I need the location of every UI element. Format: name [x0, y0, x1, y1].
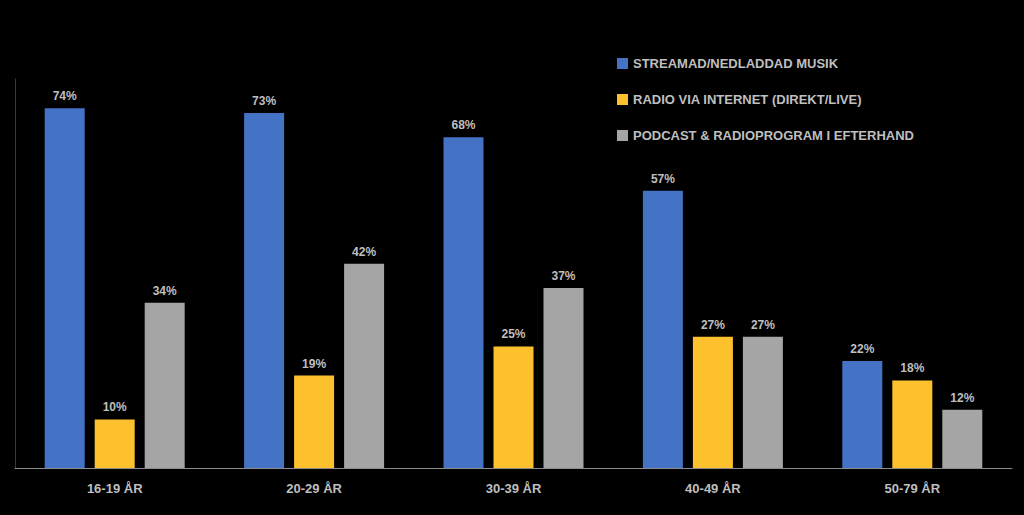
svg-text:68%: 68% — [451, 118, 475, 132]
svg-text:40-49 ÅR: 40-49 ÅR — [685, 481, 741, 496]
svg-text:74%: 74% — [53, 89, 77, 103]
svg-text:RADIO VIA INTERNET (DIREKT/LIV: RADIO VIA INTERNET (DIREKT/LIVE) — [633, 92, 861, 107]
svg-text:50-79 ÅR: 50-79 ÅR — [884, 481, 940, 496]
svg-text:25%: 25% — [501, 327, 525, 341]
svg-text:12%: 12% — [950, 391, 974, 405]
svg-text:10%: 10% — [103, 400, 127, 414]
svg-text:STREAMAD/NEDLADDAD MUSIK: STREAMAD/NEDLADDAD MUSIK — [633, 56, 839, 71]
svg-text:27%: 27% — [751, 318, 775, 332]
svg-text:20-29 ÅR: 20-29 ÅR — [286, 481, 342, 496]
svg-text:57%: 57% — [651, 172, 675, 186]
svg-text:16-19 ÅR: 16-19 ÅR — [87, 481, 143, 496]
svg-text:30-39 ÅR: 30-39 ÅR — [486, 481, 542, 496]
svg-text:34%: 34% — [153, 284, 177, 298]
svg-text:42%: 42% — [352, 245, 376, 259]
svg-text:27%: 27% — [701, 318, 725, 332]
svg-text:19%: 19% — [302, 357, 326, 371]
svg-text:22%: 22% — [850, 342, 874, 356]
svg-text:18%: 18% — [900, 361, 924, 375]
svg-text:PODCAST & RADIOPROGRAM I EFTER: PODCAST & RADIOPROGRAM I EFTERHAND — [633, 128, 914, 143]
svg-text:37%: 37% — [551, 269, 575, 283]
svg-text:73%: 73% — [252, 94, 276, 108]
